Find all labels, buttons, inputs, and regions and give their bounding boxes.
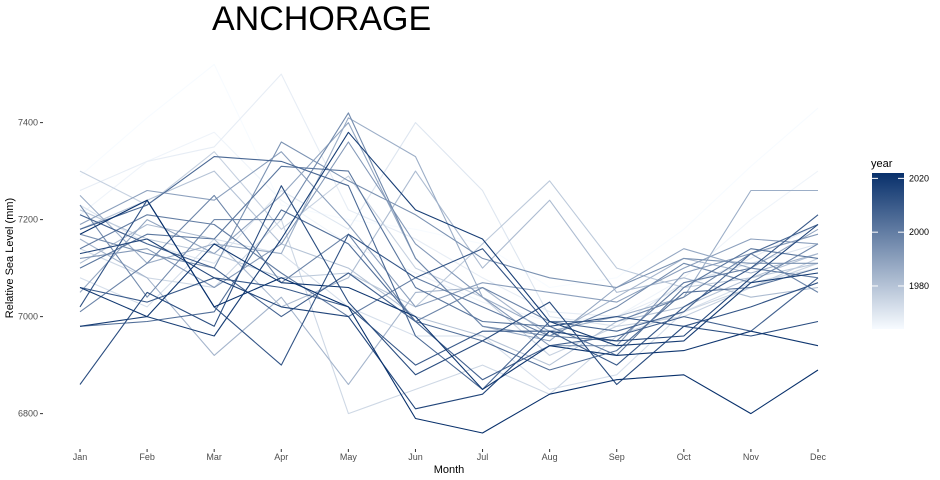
series-line-2020: [79, 243, 819, 390]
x-tick-label: Nov: [743, 452, 760, 462]
series-line-1968: [79, 73, 819, 318]
series-line-1986: [79, 117, 818, 332]
legend-tick-label: 2020: [909, 173, 929, 183]
x-tick-label: Sep: [609, 452, 625, 462]
series-line-2000: [79, 214, 819, 342]
y-axis: 6800 7000 7200 7400: [18, 118, 43, 419]
series-line-2006: [79, 156, 819, 390]
series-line-2010: [79, 214, 819, 366]
legend: year 1980 2000 2020: [871, 158, 929, 329]
y-tick-label: 7400: [18, 118, 38, 128]
legend-tick-label: 1980: [909, 281, 929, 291]
series-lines: [79, 63, 819, 434]
legend-colorbar: [872, 173, 904, 329]
x-axis-title: Month: [434, 464, 465, 476]
series-line-2022: [79, 199, 819, 434]
series-line-1990: [79, 151, 819, 308]
legend-tick-label: 2000: [909, 227, 929, 237]
y-axis-title: Relative Sea Level (mm): [4, 198, 16, 318]
series-line-2018: [79, 131, 819, 347]
series-line-2016: [79, 224, 819, 410]
series-line-1992: [79, 141, 819, 347]
series-line-1976: [79, 151, 819, 356]
chart-title: ANCHORAGE: [212, 0, 431, 38]
series-line-1994: [79, 141, 818, 289]
x-tick-label: Jan: [73, 452, 88, 462]
series-line-2014: [79, 185, 819, 386]
series-line-2008: [79, 214, 819, 381]
x-tick-label: Apr: [274, 452, 288, 462]
series-line-1988: [79, 122, 819, 342]
x-tick-label: Feb: [139, 452, 155, 462]
series-line-1972: [79, 238, 819, 390]
legend-title: year: [871, 158, 893, 170]
series-line-2002: [79, 165, 819, 356]
series-line-1978: [79, 180, 819, 308]
x-axis: Jan Feb Mar Apr May Jun Jul Aug Sep Oct Nov Dec: [73, 449, 827, 462]
x-tick-label: Aug: [542, 452, 558, 462]
x-tick-label: Jun: [408, 452, 423, 462]
legend-ticks: 1980 2000 2020: [872, 173, 929, 291]
y-tick-label: 7200: [18, 215, 38, 225]
x-tick-label: Oct: [677, 452, 692, 462]
x-tick-label: May: [340, 452, 358, 462]
x-tick-label: Dec: [810, 452, 827, 462]
x-tick-label: Jul: [477, 452, 489, 462]
series-line-1974: [79, 219, 819, 415]
series-line-1966: [79, 131, 819, 323]
series-line-1984: [79, 238, 819, 386]
y-tick-label: 7000: [18, 312, 38, 322]
y-tick-label: 6800: [18, 409, 38, 419]
x-tick-label: Mar: [206, 452, 222, 462]
series-line-1964: [79, 63, 819, 289]
series-line-2004: [79, 209, 819, 371]
